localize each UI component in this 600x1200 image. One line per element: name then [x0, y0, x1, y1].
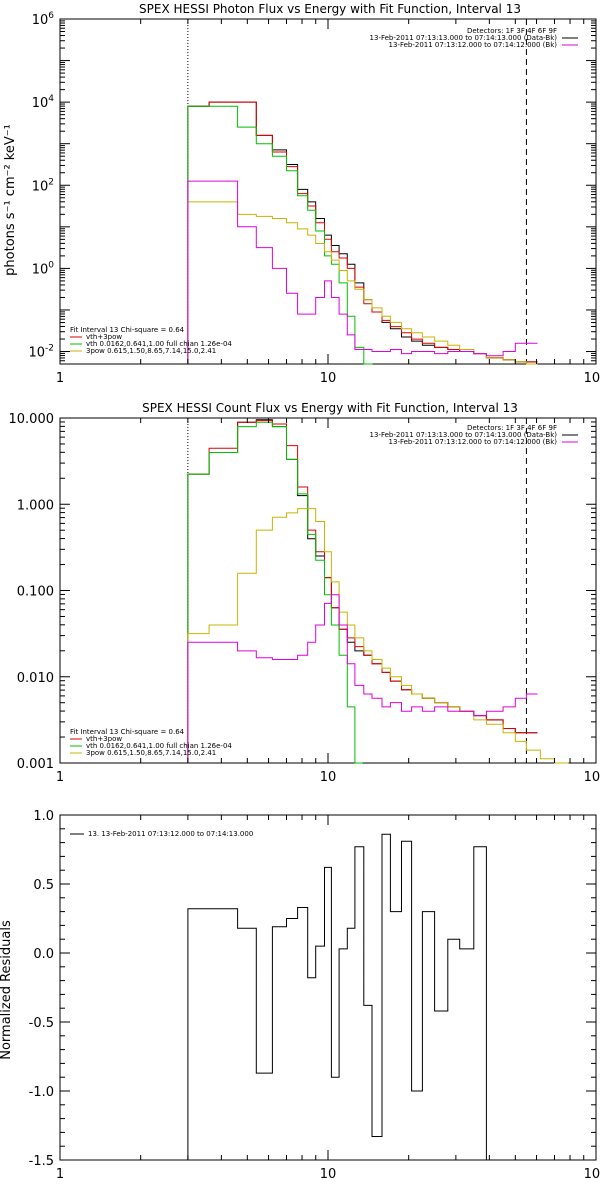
photon-y-tick-label: 104: [32, 94, 55, 111]
count-legend-bottom-left: Fit Interval 13 Chi-square = 0.64 vth+3p…: [70, 728, 232, 757]
count-legend-vth: vth 0.0162,0.641,1.00 full chian 1.26e-0…: [86, 742, 232, 750]
count-series-data-bk: [187, 419, 538, 763]
photon-y-axis-label: photons s⁻¹ cm⁻² keV⁻¹: [3, 124, 18, 276]
photon-legend-data-bk: 13-Feb-2011 07:13:13.000 to 07:14:13.000…: [370, 34, 558, 42]
count-series-vth-3pow: [187, 420, 538, 763]
count-legend-3pow: 3pow 0.615,1.50,8.65,7.14,15.0,2.41: [86, 749, 216, 757]
residuals-y-axis-label: Normalized Residuals: [0, 920, 14, 1060]
photon-legend-vth3pow: vth+3pow: [86, 333, 122, 341]
count-legend-data-bk: 13-Feb-2011 07:13:13.000 to 07:14:13.000…: [370, 431, 558, 439]
photon-y-tick-label: 102: [32, 177, 54, 194]
count-y-tick-label: 0.001: [17, 757, 54, 772]
residuals-x-tick-label: 10: [320, 1167, 337, 1182]
count-x-tick-label: 1: [56, 770, 64, 785]
photon-chart-title: SPEX HESSI Photon Flux vs Energy with Fi…: [139, 2, 521, 16]
count-x-tick-label: 100: [584, 770, 600, 785]
photon-y-tick-label: 10-2: [28, 344, 54, 361]
photon-legend-top-right: Detectors: 1F 3F 4F 6F 9F 13-Feb-2011 07…: [370, 27, 578, 49]
count-legend-vth3pow: vth+3pow: [86, 735, 122, 743]
photon-legend-detectors: Detectors: 1F 3F 4F 6F 9F: [467, 27, 557, 35]
photon-series-bk: [187, 180, 538, 364]
residuals-y-tick-label: -0.5: [29, 1016, 54, 1031]
residuals-y-tick-label: 1.0: [33, 809, 54, 824]
count-flux-panel: SPEX HESSI Count Flux vs Energy with Fit…: [9, 401, 600, 785]
photon-series-data-bk: [187, 101, 538, 364]
residuals-x-tick-label: 100: [584, 1167, 600, 1182]
photon-series-vth-3pow: [187, 101, 538, 364]
photon-plot-frame: [59, 18, 597, 365]
count-plot-frame: [59, 417, 597, 764]
photon-legend-bottom-left: Fit Interval 13 Chi-square = 0.64 vth+3p…: [70, 326, 232, 355]
photon-y-tick-label: 106: [32, 11, 55, 28]
residuals-y-tick-label: -1.0: [29, 1085, 54, 1100]
count-y-tick-label: 10.000: [9, 412, 55, 427]
count-legend-bk: 13-Feb-2011 07:13:12.000 to 07:14:12.000…: [389, 438, 558, 446]
photon-fit-interval-label: Fit Interval 13 Chi-square = 0.64: [70, 326, 185, 334]
residuals-y-tick-label: -1.5: [29, 1154, 54, 1169]
count-x-tick-label: 10: [320, 770, 337, 785]
count-legend-detectors: Detectors: 1F 3F 4F 6F 9F: [467, 424, 557, 432]
residuals-y-tick-label: 0.5: [33, 878, 54, 893]
residuals-plot-frame: [59, 814, 597, 1161]
residuals-x-tick-label: 1: [56, 1167, 64, 1182]
count-chart-title: SPEX HESSI Count Flux vs Energy with Fit…: [142, 401, 518, 415]
residuals-legend: 13. 13-Feb-2011 07:13:12.000 to 07:14:13…: [70, 830, 253, 838]
residuals-series-13-13-feb-2011-07-13-12-000-to-07-14-13-000: [187, 833, 499, 1161]
count-fit-interval-label: Fit Interval 13 Chi-square = 0.64: [70, 728, 185, 736]
photon-legend-bk: 13-Feb-2011 07:13:12.000 to 07:14:12.000…: [389, 41, 558, 49]
photon-x-tick-label: 10: [320, 371, 337, 386]
count-y-tick-label: 1.000: [17, 498, 54, 513]
count-series-3pow: [187, 508, 569, 764]
count-series-vth: [187, 421, 363, 764]
photon-series-vth: [187, 105, 373, 365]
residuals-y-tick-label: 0.0: [33, 947, 54, 962]
count-legend-top-right: Detectors: 1F 3F 4F 6F 9F 13-Feb-2011 07…: [370, 424, 578, 446]
photon-x-tick-label: 100: [584, 371, 600, 386]
residuals-panel: Normalized Residuals 1 10 100 -1.5 -1.0 -0.5 0…: [0, 809, 600, 1182]
photon-x-tick-label: 1: [56, 371, 64, 386]
photon-legend-vth: vth 0.0162,0.641,1.00 full chian 1.26e-0…: [86, 340, 232, 348]
count-series-bk: [187, 594, 538, 763]
photon-legend-3pow: 3pow 0.615,1.50,8.65,7.14,15.0,2.41: [86, 347, 216, 355]
photon-flux-panel: SPEX HESSI Photon Flux vs Energy with Fi…: [3, 2, 600, 386]
count-y-tick-label: 0.010: [17, 671, 54, 686]
count-y-tick-label: 0.100: [17, 585, 54, 600]
residuals-legend-label: 13. 13-Feb-2011 07:13:12.000 to 07:14:13…: [88, 830, 253, 838]
photon-y-tick-label: 100: [32, 260, 55, 277]
